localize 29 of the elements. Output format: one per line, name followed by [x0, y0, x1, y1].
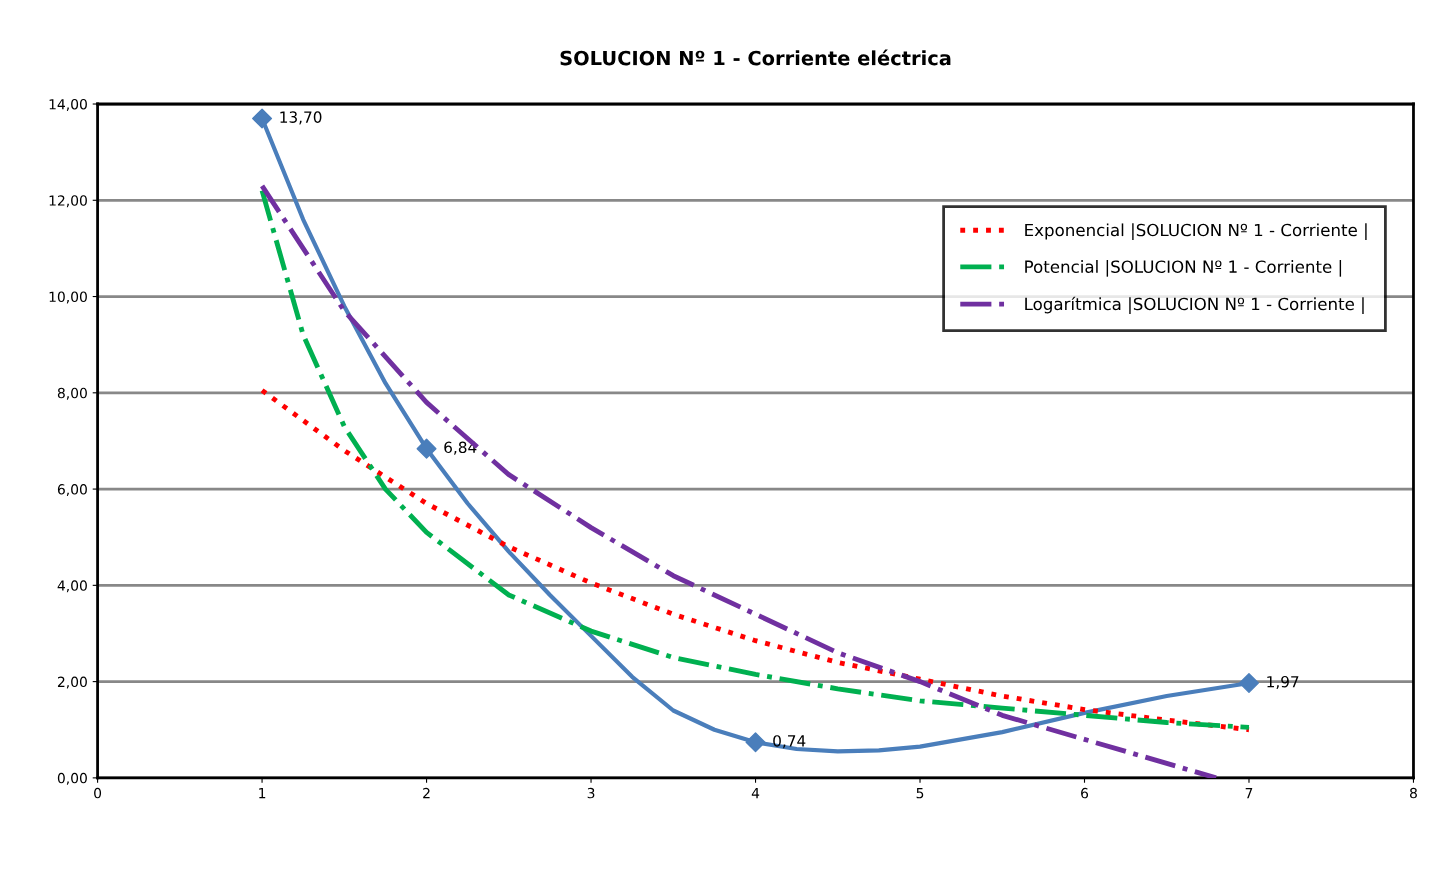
- point: [745, 732, 766, 753]
- x-tick-label: 2: [423, 787, 430, 799]
- x-tick-label: 3: [587, 787, 595, 799]
- x-tick-label: 8: [1410, 787, 1417, 799]
- chart-title: SOLUCION Nº 1 - Corriente eléctrica: [560, 49, 951, 66]
- x-tick-label: 7: [1245, 788, 1253, 799]
- y-tick-label: 6,00: [57, 484, 87, 496]
- x-tick-label: 0: [94, 787, 102, 799]
- x-tick-label: 6: [1081, 787, 1089, 799]
- legend-label: Logarítmica |SOLUCION Nº 1 - Corriente |: [1025, 296, 1364, 314]
- y-tick-label: 12,00: [49, 195, 87, 208]
- y-tick-label: 2,00: [57, 676, 87, 689]
- line-series: [259, 387, 1252, 733]
- y-tick-label: 0,00: [57, 772, 87, 785]
- legend-label: Exponencial |SOLUCION Nº 1 - Corriente |: [1025, 223, 1367, 241]
- y-tick-label: 14,00: [49, 98, 87, 111]
- y-tick-label: 8,00: [57, 387, 87, 400]
- point: [252, 108, 273, 129]
- x-tick-label: 4: [751, 788, 760, 799]
- x-tick-label: 5: [916, 788, 924, 799]
- data-label: 13,70: [280, 111, 322, 125]
- point: [1238, 673, 1259, 694]
- legend-label: Potencial |SOLUCION Nº 1 - Corriente |: [1025, 260, 1342, 277]
- data-label: 0,74: [773, 735, 806, 749]
- y-tick-label: 10,00: [49, 291, 87, 304]
- x-tick-label: 1: [259, 788, 266, 799]
- y-tick-label: 4,00: [57, 580, 87, 593]
- point: [416, 438, 437, 459]
- data-label: 1,97: [1267, 675, 1299, 690]
